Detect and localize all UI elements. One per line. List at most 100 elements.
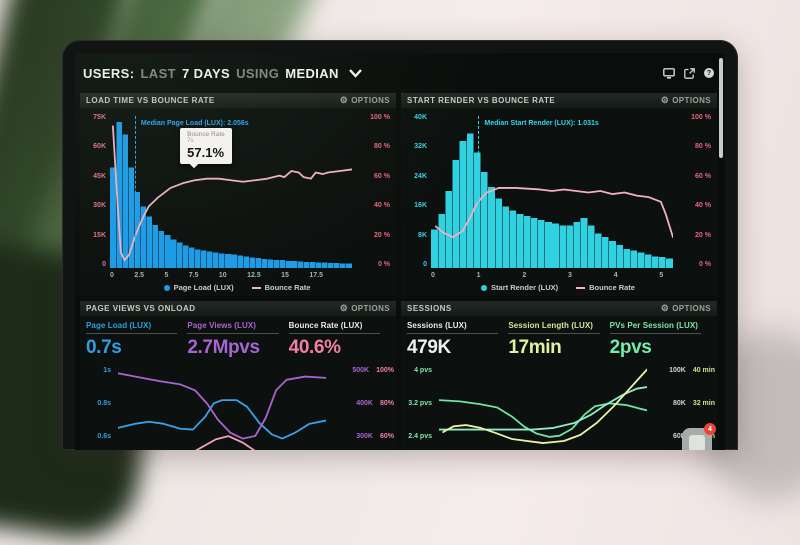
metric-value: 40.6% bbox=[288, 337, 341, 358]
timeframe-selector[interactable]: USERS: LAST 7 DAYS USING MEDIAN bbox=[83, 66, 362, 81]
series-dot-icon bbox=[163, 284, 170, 291]
metric-page-load: Page Load (LUX) 0.7s bbox=[86, 321, 187, 359]
legend-label: Bounce Rate bbox=[264, 283, 311, 292]
y-axis-right: 500K 100% 400K 80% 300K 60% bbox=[352, 367, 394, 440]
x-axis: 0 2.5 5 7.5 10 12.5 15 17.5 bbox=[110, 272, 323, 279]
legend-page-load[interactable]: Page Load (LUX) bbox=[163, 283, 234, 292]
start-render-plot[interactable]: Median Start Render (LUX): 1.031s bbox=[431, 114, 673, 268]
metric-label: PVs Per Session (LUX) bbox=[609, 321, 699, 330]
panel-title: SESSIONS bbox=[407, 304, 452, 313]
help-glyph: ? bbox=[704, 68, 714, 78]
tooltip-value: 57.1% bbox=[187, 144, 225, 160]
panel-header: START RENDER VS BOUNCE RATE ⚙ OPTIONS bbox=[401, 93, 717, 108]
metric-underline bbox=[609, 333, 701, 334]
chart-legend: Start Render (LUX) Bounce Rate bbox=[403, 279, 713, 296]
histogram-chart-area: 40K 32K 24K 16K 8K 0 Median Start Render (LUX… bbox=[401, 108, 717, 296]
metric-label: Session Length (LUX) bbox=[508, 321, 594, 330]
y-axis-left: 1s 0.8s 0.6s bbox=[97, 367, 111, 440]
metric-row: Sessions (LUX) 479K Session Length (LUX)… bbox=[401, 316, 717, 361]
gear-icon: ⚙ bbox=[660, 95, 670, 105]
metric-label: Bounce Rate (LUX) bbox=[288, 321, 363, 330]
panel-header: LOAD TIME VS BOUNCE RATE ⚙ OPTIONS bbox=[80, 93, 396, 108]
y-axis-right: 100 % 80 % 60 % 40 % 20 % 0 % bbox=[691, 114, 711, 268]
y-axis-left: 40K 32K 24K 16K 8K 0 bbox=[414, 114, 427, 268]
options-button[interactable]: ⚙ OPTIONS bbox=[660, 95, 711, 106]
y-axis-left: 4 pvs 3.2 pvs 2.4 pvs bbox=[408, 367, 432, 440]
chat-widget-icon bbox=[689, 435, 705, 450]
metric-value: 479K bbox=[407, 337, 451, 358]
gear-icon: ⚙ bbox=[339, 95, 349, 105]
gear-icon: ⚙ bbox=[339, 303, 349, 313]
page-views-lines bbox=[118, 364, 326, 450]
metric-page-views: Page Views (LUX) 2.7Mpvs bbox=[187, 321, 288, 359]
options-label: OPTIONS bbox=[351, 304, 390, 313]
tooltip-subtitle: 7s bbox=[187, 137, 194, 144]
series-line-icon bbox=[576, 286, 586, 289]
page-views-plot[interactable] bbox=[118, 364, 326, 450]
sessions-lines bbox=[439, 364, 647, 450]
metric-value: 2pvs bbox=[609, 337, 652, 358]
metric-label: Sessions (LUX) bbox=[407, 321, 467, 330]
options-button[interactable]: ⚙ OPTIONS bbox=[660, 303, 711, 314]
metric-value: 2.7Mpvs bbox=[187, 337, 260, 358]
bounce-rate-tooltip: Bounce Rate 7s 57.1% bbox=[180, 127, 232, 164]
median-annotation: Median Start Render (LUX): 1.031s bbox=[484, 120, 599, 128]
panel-page-views: PAGE VIEWS VS ONLOAD ⚙ OPTIONS Page Load… bbox=[80, 301, 396, 450]
legend-start-render[interactable]: Start Render (LUX) bbox=[481, 283, 558, 292]
topbar-last-label: LAST bbox=[140, 65, 176, 81]
options-label: OPTIONS bbox=[351, 96, 390, 105]
share-icon[interactable] bbox=[683, 67, 695, 79]
chat-widget-button[interactable]: 4 bbox=[682, 423, 716, 450]
metric-underline bbox=[187, 333, 279, 334]
tooltip-title: Bounce Rate bbox=[187, 130, 225, 138]
legend-bounce-rate[interactable]: Bounce Rate bbox=[576, 283, 635, 292]
legend-bounce-rate[interactable]: Bounce Rate bbox=[251, 283, 311, 292]
metric-sessions: Sessions (LUX) 479K bbox=[407, 321, 508, 359]
topbar-using-label: USING bbox=[236, 65, 280, 81]
panel-header: PAGE VIEWS VS ONLOAD ⚙ OPTIONS bbox=[80, 301, 396, 316]
metric-value: 17min bbox=[508, 337, 562, 358]
y-axis-right: 100 % 80 % 60 % 40 % 20 % 0 % bbox=[370, 114, 390, 268]
topbar-median-label: MEDIAN bbox=[285, 65, 339, 81]
panel-start-render: START RENDER VS BOUNCE RATE ⚙ OPTIONS 40… bbox=[401, 93, 717, 296]
metric-pvs-per-session: PVs Per Session (LUX) 2pvs bbox=[609, 321, 711, 359]
metric-underline bbox=[288, 333, 380, 334]
help-icon[interactable]: ? bbox=[703, 67, 715, 79]
options-button[interactable]: ⚙ OPTIONS bbox=[339, 303, 390, 314]
metric-underline bbox=[407, 333, 499, 334]
legend-label: Bounce Rate bbox=[589, 283, 635, 292]
metric-underline bbox=[508, 333, 600, 334]
median-marker-line bbox=[478, 116, 480, 268]
dashboard-topbar: USERS: LAST 7 DAYS USING MEDIAN ? bbox=[75, 53, 725, 93]
options-label: OPTIONS bbox=[672, 96, 711, 105]
panel-load-time: LOAD TIME VS BOUNCE RATE ⚙ OPTIONS 75K 60… bbox=[80, 93, 396, 296]
scrollbar-thumb[interactable] bbox=[719, 58, 723, 158]
topbar-days-label: 7 DAYS bbox=[181, 65, 231, 81]
options-button[interactable]: ⚙ OPTIONS bbox=[339, 95, 390, 106]
options-label: OPTIONS bbox=[672, 304, 711, 313]
display-icon[interactable] bbox=[663, 67, 675, 79]
series-dot-icon bbox=[481, 284, 488, 291]
metric-label: Page Views (LUX) bbox=[187, 321, 257, 330]
panel-title: START RENDER VS BOUNCE RATE bbox=[407, 96, 556, 105]
median-annotation: Median Page Load (LUX): 2.056s bbox=[140, 120, 249, 128]
load-time-plot[interactable]: Median Page Load (LUX): 2.056s Bounce Ra… bbox=[110, 114, 352, 268]
series-line-icon bbox=[251, 286, 261, 289]
topbar-icons: ? bbox=[663, 67, 715, 79]
load-time-histogram bbox=[110, 122, 352, 268]
chart-legend: Page Load (LUX) Bounce Rate bbox=[82, 279, 392, 296]
metric-session-length: Session Length (LUX) 17min bbox=[508, 321, 609, 359]
sessions-plot[interactable] bbox=[439, 364, 647, 450]
dashboard-screen: USERS: LAST 7 DAYS USING MEDIAN ? bbox=[75, 53, 725, 450]
line-chart-area: 1s 0.8s 0.6s 500K 100% 400K 80% 300K 60% bbox=[80, 361, 396, 450]
start-render-histogram bbox=[431, 133, 673, 268]
topbar-users-label: USERS: bbox=[83, 65, 135, 81]
metric-underline bbox=[86, 333, 178, 334]
legend-label: Page Load (LUX) bbox=[173, 283, 234, 292]
gear-icon: ⚙ bbox=[660, 303, 670, 313]
metric-bounce-rate: Bounce Rate (LUX) 40.6% bbox=[288, 321, 390, 359]
notification-badge: 4 bbox=[704, 423, 716, 435]
metric-row: Page Load (LUX) 0.7s Page Views (LUX) 2.… bbox=[80, 316, 396, 361]
legend-label: Start Render (LUX) bbox=[491, 283, 559, 292]
